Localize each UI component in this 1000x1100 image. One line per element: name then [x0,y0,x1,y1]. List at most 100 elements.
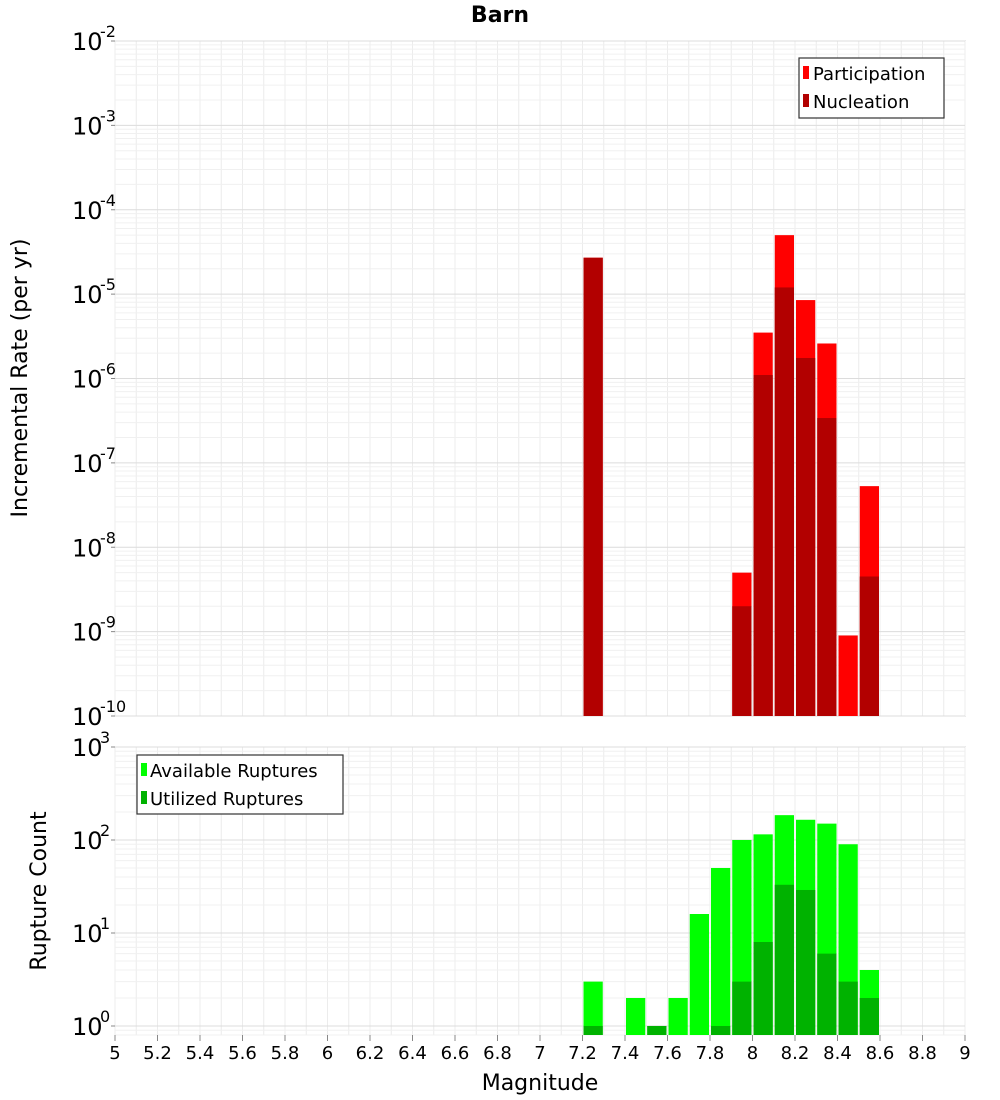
y-tick-exponent: -5 [100,275,116,294]
bar-utilized-ruptures [583,1025,603,1035]
count-legend: Available Ruptures Utilized Ruptures [136,754,344,815]
bar-available-ruptures [668,997,688,1035]
x-tick-label: 6.8 [483,1043,512,1064]
y-tick-exponent: 2 [100,821,110,840]
y-tick-label: 101 [72,914,115,948]
y-tick-exponent: 1 [100,914,110,933]
y-tick-base: 10 [72,827,103,855]
x-tick-label: 5 [109,1043,120,1064]
utilized-legend-swatch [141,791,147,804]
y-tick-exponent: 0 [100,1007,110,1026]
y-tick-base: 10 [72,197,103,225]
available-legend-swatch [141,763,147,776]
bar-nucleation [583,257,603,716]
x-tick-label: 8.6 [866,1043,895,1064]
bar-utilized-ruptures [647,1025,667,1035]
x-tick-label: 7.4 [611,1043,640,1064]
y-tick-exponent: -6 [100,360,116,379]
available-legend-label: Available Ruptures [150,761,318,782]
bar-nucleation [753,375,773,716]
y-tick-base: 10 [72,734,103,762]
bar-nucleation [774,287,794,716]
y-tick-label: 10-10 [72,697,126,731]
x-tick-label: 7.8 [696,1043,725,1064]
y-tick-label: 10-4 [72,191,116,225]
chart-title: Barn [471,3,529,28]
x-tick-label: 8.4 [823,1043,852,1064]
y-tick-base: 10 [72,281,103,309]
nucleation-legend-swatch [803,94,809,107]
x-tick-label: 6 [322,1043,333,1064]
y-tick-label: 10-8 [72,528,116,562]
bar-available-ruptures [626,997,646,1035]
y-tick-label: 10-9 [72,613,116,647]
rate-legend: Participation Nucleation [798,57,945,119]
rate-y-axis-label: Incremental Rate (per yr) [8,239,33,518]
x-tick-label: 7.6 [653,1043,682,1064]
y-tick-label: 10-2 [72,22,116,56]
x-tick-label: 8.8 [908,1043,937,1064]
y-tick-base: 10 [72,920,103,948]
y-tick-base: 10 [72,1013,103,1041]
x-tick-label: 6.6 [441,1043,470,1064]
x-tick-label: 5.6 [228,1043,257,1064]
bar-utilized-ruptures [859,997,879,1035]
y-tick-exponent: -2 [100,22,116,41]
x-tick-label: 5.2 [143,1043,172,1064]
x-tick-label: 6.4 [398,1043,427,1064]
bar-participation [838,635,858,716]
bar-utilized-ruptures [732,981,752,1035]
y-tick-label: 102 [72,821,115,855]
y-tick-exponent: 3 [100,728,110,747]
x-tick-label: 5.8 [271,1043,300,1064]
utilized-legend-label: Utilized Ruptures [150,789,303,810]
y-tick-base: 10 [72,703,103,731]
y-tick-label: 100 [72,1007,115,1041]
bar-available-ruptures [689,914,709,1035]
rate-legend-box [798,57,945,119]
x-tick-label: 8.2 [781,1043,810,1064]
bar-utilized-ruptures [838,981,858,1035]
x-tick-label: 7.2 [568,1043,597,1064]
bar-nucleation [732,606,752,716]
bar-utilized-ruptures [711,1025,731,1035]
bar-nucleation [796,357,816,716]
y-tick-base: 10 [72,619,103,647]
y-tick-base: 10 [72,450,103,478]
bar-utilized-ruptures [753,942,773,1035]
x-tick-label: 5.4 [186,1043,215,1064]
y-tick-base: 10 [72,534,103,562]
x-tick-label: 7 [534,1043,545,1064]
bar-nucleation [817,418,837,716]
y-tick-exponent: -8 [100,528,116,547]
bar-utilized-ruptures [796,889,816,1035]
x-axis-label: Magnitude [482,1071,599,1096]
y-tick-label: 10-3 [72,106,116,140]
y-tick-exponent: -9 [100,613,116,632]
y-tick-label: 10-6 [72,360,116,394]
bar-nucleation [859,576,879,716]
bar-utilized-ruptures [774,884,794,1035]
count-legend-box [136,754,344,815]
bar-available-ruptures [711,867,731,1035]
y-tick-label: 103 [72,728,115,762]
participation-legend-swatch [803,66,809,79]
bar-utilized-ruptures [817,953,837,1035]
y-tick-exponent: -7 [100,444,116,463]
y-tick-exponent: -4 [100,191,116,210]
nucleation-legend-label: Nucleation [813,92,909,113]
y-tick-base: 10 [72,28,103,56]
participation-legend-label: Participation [813,64,925,85]
x-tick-label: 6.2 [356,1043,385,1064]
y-tick-label: 10-7 [72,444,116,478]
y-tick-base: 10 [72,112,103,140]
count-y-axis-label: Rupture Count [27,811,52,971]
y-tick-label: 10-5 [72,275,116,309]
y-tick-exponent: -3 [100,106,116,125]
x-tick-label: 8 [747,1043,758,1064]
x-tick-label: 9 [959,1043,970,1064]
bar-available-ruptures [583,981,603,1035]
